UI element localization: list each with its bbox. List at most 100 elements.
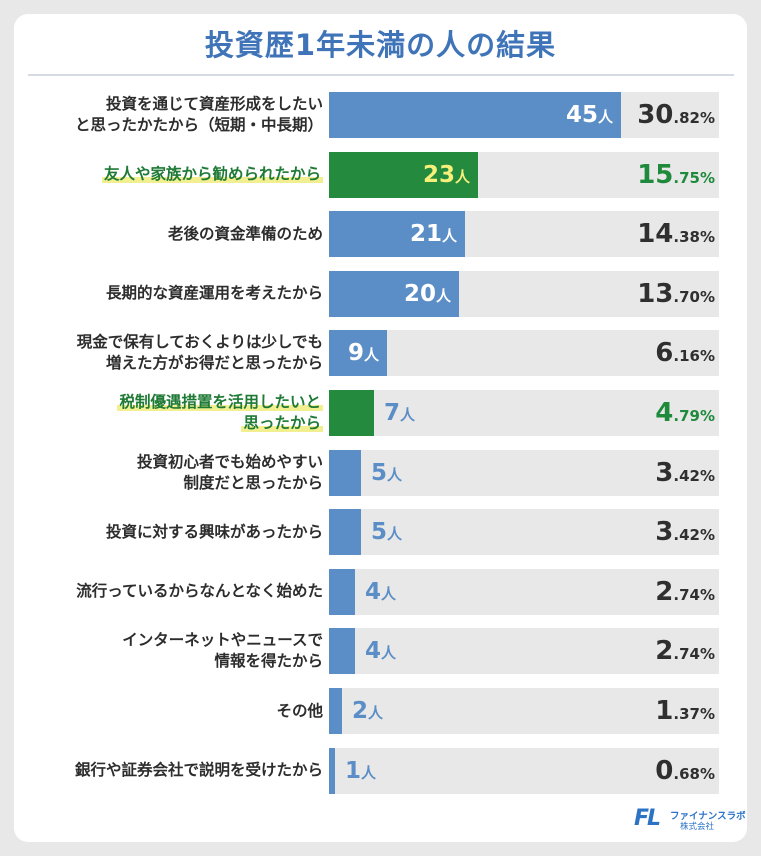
category-label-line: 投資を通じて資産形成をしたい [105,95,323,113]
count-unit: 人 [435,286,451,305]
bar [329,628,355,675]
data-label-percent: 14.38% [637,211,715,257]
logo: FL ファイナンスラボ 株式会社 [634,806,746,832]
bar [329,688,342,734]
percent-dec: .74% [673,645,715,664]
count-unit: 人 [454,167,470,186]
category-label: 流行っているからなんとなく始めた [76,569,323,615]
percent-dec: .74% [673,585,715,604]
data-label-count: 20人 [404,271,451,317]
data-label-percent: 15.75% [637,152,715,198]
data-label-percent: 0.68% [655,748,715,794]
category-label: 投資初心者でも始めやすい 制度だと思ったから [137,450,323,496]
count-value: 4 [365,638,382,665]
category-label-line: 情報を得たから [214,652,323,671]
data-label-percent: 4.79% [655,390,715,436]
category-label-line: 銀行や証券会社で説明を受けたから [74,761,323,780]
percent-dec: .16% [673,347,715,366]
count-value: 21 [409,221,442,248]
count-value: 1 [345,757,362,784]
percent-int: 4 [655,398,674,428]
data-label-percent: 6.16% [655,330,715,376]
bar-row: 投資を通じて資産形成をしたい と思ったかたから（短期・中長期） 45人 30.82% [0,92,761,138]
percent-int: 15 [637,159,674,190]
category-label: 友人や家族から勧められたから [101,152,323,198]
data-label-percent: 3.42% [655,450,715,496]
count-unit: 人 [363,346,379,365]
bar-row: 友人や家族から勧められたから 23人 15.75% [0,151,761,198]
category-label: 銀行や証券会社で説明を受けたから [75,748,323,794]
percent-dec: .37% [673,705,715,723]
count-value: 4 [365,578,382,605]
bar [329,509,361,556]
count-unit: 人 [387,525,403,544]
count-value: 45 [565,102,598,128]
category-label-line: 制度だと思ったから [183,473,323,492]
percent-dec: .75% [673,168,715,187]
bar-track [329,628,719,675]
data-label-count: 21人 [410,211,457,257]
data-label-count: 7人 [384,390,415,436]
category-label-line: 現金で保有しておくよりは少しでも [76,333,323,352]
bar-row: その他 2人 1.37% [0,688,761,734]
category-label: 投資を通じて資産形成をしたい と思ったかたから（短期・中長期） [75,92,323,138]
bar-track [329,390,719,436]
percent-int: 0 [655,755,674,786]
count-unit: 人 [361,763,377,782]
data-label-percent: 2.74% [655,628,715,674]
logo-sub: 株式会社 [680,822,715,832]
percent-int: 30 [637,100,674,130]
title-divider [28,74,734,76]
bar-track [329,330,719,377]
count-value: 20 [403,280,436,307]
category-label: 現金で保有しておくよりは少しでも増えた方がお得だと思ったから [77,330,323,376]
bar [329,747,335,794]
count-value: 5 [371,519,388,546]
percent-dec: .82% [673,109,715,127]
category-label-line: 増えた方がお得だと思ったから [105,354,323,373]
percent-dec: .70% [673,287,715,306]
data-label-count: 5人 [371,509,402,555]
category-label-line: 流行っているからなんとなく始めた [76,582,323,601]
percent-int: 6 [655,338,674,369]
category-label: 老後の資金準備のため [168,211,323,257]
count-unit: 人 [381,584,397,603]
bar [329,211,465,258]
bar-row: 流行っているからなんとなく始めた 4人 2.74% [0,568,761,615]
data-label-count: 4人 [365,628,396,674]
count-unit: 人 [597,108,613,126]
bar-track [329,509,719,556]
chart-title: 投資歴1年未満の人の結果 [204,28,557,62]
logo-name: ファイナンスラボ [670,811,746,822]
data-label-count: 5人 [371,450,402,496]
count-value: 5 [371,459,388,486]
bar-row: インターネットやニュースで情報を得たから 4人 2.74% [0,628,761,675]
data-label-percent: 3.42% [655,509,715,555]
category-label: インターネットやニュースで情報を得たから [122,628,323,674]
category-label-line: 思ったから [241,413,323,434]
count-value: 9 [347,340,364,367]
bar [329,568,355,615]
bar [329,449,361,496]
bar-row: 老後の資金準備のため 21人 14.38% [0,211,761,258]
bar-row: 税制優遇措置を活用したいと 思ったから 7人 4.79% [0,390,761,436]
percent-dec: .42% [673,466,715,485]
bar [329,330,387,377]
data-label-count: 9人 [348,330,379,376]
bar-row: 銀行や証券会社で説明を受けたから 1人 0.68% [0,747,761,794]
percent-dec: .68% [673,764,715,783]
data-label-count: 45人 [566,92,613,138]
bar-track [329,449,719,496]
bar-row: 長期的な資産運用を考えたから 20人 13.70% [0,270,761,317]
bar-row: 投資初心者でも始めやすい 制度だと思ったから 5人 3.42% [0,449,761,496]
bar-track [329,568,719,615]
bar-track [329,747,719,794]
category-label-line: 投資に対する興味があったから [105,522,323,541]
bar [329,270,459,317]
category-label-line: インターネットやニュースで [122,631,323,650]
bar [329,92,621,138]
data-label-percent: 30.82% [637,92,715,138]
count-unit: 人 [441,227,457,246]
category-label: 税制優遇措置を活用したいと 思ったから [117,390,323,436]
category-label-line: 税制優遇措置を活用したいと [117,392,323,413]
